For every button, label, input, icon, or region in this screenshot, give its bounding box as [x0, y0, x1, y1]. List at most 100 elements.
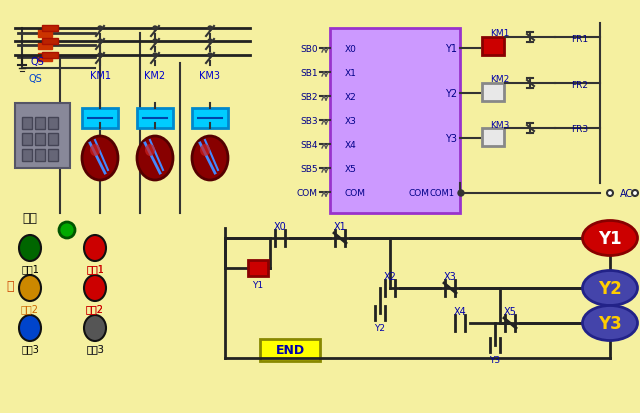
Circle shape — [153, 27, 157, 31]
Ellipse shape — [84, 315, 106, 341]
Text: Y3: Y3 — [445, 134, 457, 144]
Ellipse shape — [84, 235, 106, 261]
Text: QS: QS — [30, 57, 44, 67]
Bar — [48, 150, 58, 161]
Bar — [482, 129, 504, 147]
Ellipse shape — [582, 221, 637, 256]
Text: X3: X3 — [345, 116, 357, 125]
Bar — [38, 30, 52, 38]
Circle shape — [607, 190, 613, 197]
Bar — [248, 260, 268, 276]
Text: KM3: KM3 — [200, 71, 221, 81]
Text: END: END — [275, 344, 305, 357]
Text: X4: X4 — [454, 306, 467, 316]
Text: X2: X2 — [345, 92, 356, 101]
Bar — [48, 134, 58, 146]
Bar — [38, 42, 52, 50]
Text: 停止1: 停止1 — [86, 263, 104, 273]
Circle shape — [458, 190, 464, 197]
Bar — [192, 109, 228, 129]
Text: KM1: KM1 — [90, 71, 111, 81]
Text: Y1: Y1 — [598, 230, 622, 247]
Text: X0: X0 — [274, 221, 286, 231]
Text: COM: COM — [409, 189, 430, 198]
Bar — [42, 26, 58, 32]
Circle shape — [632, 190, 638, 197]
Ellipse shape — [582, 271, 637, 306]
Bar — [22, 134, 32, 146]
Bar — [35, 118, 45, 130]
Text: X1: X1 — [333, 221, 346, 231]
Ellipse shape — [200, 145, 210, 157]
Text: SB1: SB1 — [300, 68, 318, 77]
Circle shape — [208, 54, 212, 58]
Text: 启动1: 启动1 — [21, 263, 39, 273]
Circle shape — [59, 223, 75, 238]
Bar — [42, 39, 58, 45]
Text: 停止2: 停止2 — [86, 303, 104, 313]
Text: Y1: Y1 — [445, 44, 457, 54]
Bar — [22, 118, 32, 130]
Text: 停止2: 停止2 — [86, 303, 104, 313]
Bar — [35, 150, 45, 161]
Text: SB4: SB4 — [301, 140, 318, 149]
Bar — [48, 118, 58, 130]
Bar — [482, 84, 504, 102]
Ellipse shape — [19, 275, 41, 301]
Text: Y2: Y2 — [445, 89, 457, 99]
Bar — [82, 109, 118, 129]
Circle shape — [208, 27, 212, 31]
Text: FR3: FR3 — [572, 125, 589, 134]
Text: 停止3: 停止3 — [86, 343, 104, 353]
Text: COM1: COM1 — [430, 189, 455, 198]
Ellipse shape — [137, 137, 173, 180]
Text: QS: QS — [28, 74, 42, 84]
Circle shape — [208, 40, 212, 44]
Text: X5: X5 — [504, 306, 516, 316]
Text: SB2: SB2 — [301, 92, 318, 101]
Text: 启动2: 启动2 — [21, 303, 39, 313]
Ellipse shape — [19, 315, 41, 341]
Text: KM3: KM3 — [490, 121, 509, 130]
Text: KM2: KM2 — [490, 75, 509, 84]
Text: 🔥: 🔥 — [6, 279, 13, 292]
Text: X5: X5 — [345, 164, 357, 173]
Text: Y3: Y3 — [490, 356, 500, 365]
Ellipse shape — [82, 137, 118, 180]
Text: AC: AC — [620, 189, 633, 199]
Text: COM: COM — [345, 188, 366, 197]
Bar — [35, 134, 45, 146]
Ellipse shape — [84, 275, 106, 301]
Circle shape — [153, 54, 157, 58]
Ellipse shape — [145, 145, 155, 157]
Circle shape — [153, 40, 157, 44]
Text: SB0: SB0 — [300, 44, 318, 53]
Text: 停止3: 停止3 — [86, 343, 104, 353]
Text: KM1: KM1 — [490, 29, 509, 38]
Ellipse shape — [582, 306, 637, 341]
Bar — [137, 109, 173, 129]
Text: Y2: Y2 — [598, 279, 622, 297]
Text: KM2: KM2 — [145, 71, 166, 81]
Ellipse shape — [192, 137, 228, 180]
Circle shape — [98, 27, 102, 31]
Circle shape — [98, 40, 102, 44]
Ellipse shape — [19, 235, 41, 261]
Text: Y3: Y3 — [598, 314, 622, 332]
Text: 启动3: 启动3 — [21, 343, 39, 353]
Bar — [260, 339, 320, 361]
Text: X3: X3 — [444, 271, 456, 281]
Bar — [15, 104, 70, 169]
Ellipse shape — [90, 145, 100, 157]
Text: COM: COM — [297, 188, 318, 197]
Text: 停止1: 停止1 — [86, 263, 104, 273]
Text: 电源: 电源 — [22, 212, 38, 225]
Text: SB5: SB5 — [300, 164, 318, 173]
Text: X4: X4 — [345, 140, 356, 149]
Bar — [482, 38, 504, 56]
Text: X0: X0 — [345, 44, 357, 53]
Bar — [38, 54, 52, 62]
Text: Y2: Y2 — [374, 324, 385, 333]
Circle shape — [98, 54, 102, 58]
Text: SB3: SB3 — [300, 116, 318, 125]
